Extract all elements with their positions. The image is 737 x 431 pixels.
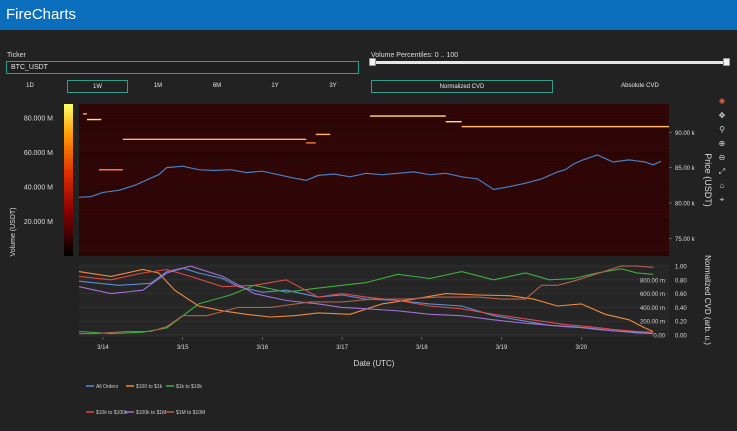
- cvd-right-tick-label: 0.00: [675, 333, 687, 339]
- legend-label[interactable]: $1M to $10M: [176, 410, 205, 416]
- absolute-cvd-button[interactable]: Absolute CVD: [621, 83, 659, 89]
- timeframe-1y-button[interactable]: 1Y: [271, 83, 279, 89]
- zoom-out-icon[interactable]: ⊖: [718, 153, 726, 162]
- cvd-right-tick-label: 0.80: [675, 278, 687, 284]
- volume-percentiles-slider[interactable]: [371, 61, 727, 64]
- volume-colorbar: [64, 104, 73, 256]
- normalized-cvd-button[interactable]: Normalized CVD: [371, 80, 553, 93]
- cvd-right-tick-label: 0.60: [675, 292, 687, 298]
- cvd-left-tick-label: 600.00 m: [640, 292, 665, 298]
- price-tick-label: 75.00 k: [675, 237, 696, 243]
- cvd-right-ticks: 0.00 0.20 0.40 0.60 0.80 1.00: [675, 265, 687, 340]
- cvd-left-tick-label: 0.00: [653, 333, 665, 339]
- colorbar-title: Volume (USDT): [10, 207, 17, 256]
- date-tick-label: 3/19: [496, 345, 508, 351]
- cvd-series: [78, 265, 654, 335]
- cvd-left-tick-label: 800.00 m: [640, 278, 665, 284]
- legend-label[interactable]: $100 to $1k: [136, 384, 163, 390]
- app-header: FireCharts: [0, 0, 737, 30]
- cvd-left-ticks: 0.00 200.00 m 400.00 m 600.00 m 800.00 m: [640, 278, 666, 339]
- ticker-label: Ticker: [7, 52, 26, 59]
- cvd-right-tick-label: 0.20: [675, 320, 687, 326]
- colorbar-tick-label: 80.000 M: [24, 115, 53, 122]
- cvd-legend: All Orders $100 to $1k $1k to $10k $10k to …: [86, 384, 205, 416]
- cvd-series-line: [78, 265, 654, 335]
- price-axis-ticks: 75.00 k 80.00 k 85.00 k 90.00 k: [669, 131, 696, 243]
- colorbar-tick-label: 20.000 M: [24, 219, 53, 226]
- price-line: [78, 154, 662, 198]
- zoom-icon[interactable]: ⚲: [719, 125, 725, 134]
- date-tick-label: 3/18: [416, 345, 428, 351]
- cvd-axis-title: Normalized CVD (arb. u.): [703, 255, 712, 345]
- zoom-in-icon[interactable]: ⊕: [718, 139, 726, 148]
- colorbar-tick-label: 60.000 M: [24, 150, 53, 157]
- legend-label[interactable]: $100k to $1M: [136, 410, 166, 416]
- price-tick-label: 90.00 k: [675, 131, 696, 137]
- reset-axes-icon[interactable]: ⌂: [719, 181, 725, 190]
- heatmap-bands: [79, 105, 669, 254]
- legend-label[interactable]: $1k to $10k: [176, 384, 202, 390]
- price-tick-label: 85.00 k: [675, 166, 696, 172]
- slider-high-handle[interactable]: [723, 58, 730, 66]
- cvd-gridlines: [79, 265, 669, 336]
- date-tick-label: 3/14: [97, 345, 109, 351]
- colorbar-tick-label: 40.000 M: [24, 184, 53, 191]
- volume-percentiles-label: Volume Percentiles: 0 .. 100: [371, 52, 459, 59]
- cvd-right-tick-label: 1.00: [675, 265, 687, 271]
- date-axis-ticks: 3/14 3/15 3/16 3/17 3/18 3/19 3/20: [97, 337, 588, 351]
- timeframe-1w-button[interactable]: 1W: [67, 80, 128, 93]
- date-tick-label: 3/15: [177, 345, 189, 351]
- legend-label[interactable]: All Orders: [96, 384, 119, 390]
- cvd-series-line: [79, 265, 654, 335]
- plot-modebar: ✺ ✥ ⚲ ⊕ ⊖ ⤢ ⌂ ⌖: [716, 96, 728, 208]
- price-axis-title: Price (USDT): [703, 153, 713, 207]
- pan-icon[interactable]: ✥: [718, 111, 726, 120]
- plotly-logo-icon[interactable]: ✺: [718, 97, 726, 106]
- date-axis-title: Date (UTC): [354, 359, 395, 368]
- timeframe-3y-button[interactable]: 3Y: [329, 83, 337, 89]
- date-tick-label: 3/20: [575, 345, 587, 351]
- timeframe-1d-button[interactable]: 1D: [26, 83, 34, 89]
- resting-order-lines: [82, 113, 669, 171]
- slider-low-handle[interactable]: [369, 58, 376, 66]
- date-tick-label: 3/16: [257, 345, 269, 351]
- timeframe-6m-button[interactable]: 6M: [212, 83, 222, 89]
- autoscale-icon[interactable]: ⤢: [718, 167, 726, 176]
- price-tick-label: 80.00 k: [675, 201, 696, 207]
- date-tick-label: 3/17: [336, 345, 348, 351]
- heatmap-plot-area[interactable]: [79, 104, 669, 256]
- colorbar-ticks: 20.000 M 40.000 M 60.000 M 80.000 M: [24, 115, 53, 226]
- cvd-left-tick-label: 400.00 m: [640, 306, 665, 312]
- cvd-left-tick-label: 200.00 m: [640, 320, 665, 326]
- cvd-right-tick-label: 0.40: [675, 306, 687, 312]
- legend-label[interactable]: $10k to $100k: [96, 410, 128, 416]
- spike-lines-icon[interactable]: ⌖: [719, 195, 725, 204]
- ticker-input[interactable]: [6, 61, 359, 74]
- timeframe-1m-button[interactable]: 1M: [153, 83, 163, 89]
- app-title: FireCharts: [6, 6, 77, 23]
